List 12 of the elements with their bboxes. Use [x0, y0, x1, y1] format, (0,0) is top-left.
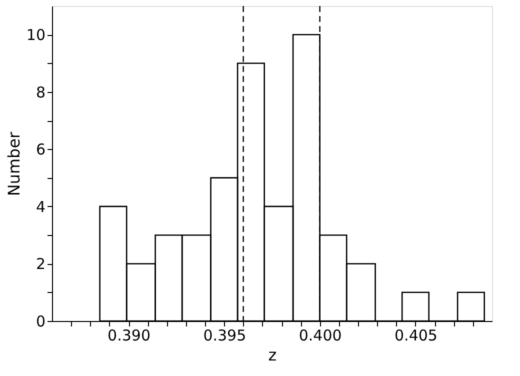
- y-axis-title: Number: [4, 131, 24, 196]
- x-axis-title: z: [268, 346, 277, 364]
- x-tick-label: 0.395: [203, 326, 246, 344]
- y-tick-label: 6: [36, 140, 46, 159]
- x-tick-label: 0.390: [108, 326, 150, 344]
- y-tick-label: 2: [36, 255, 46, 274]
- x-tick-label: 0.405: [394, 326, 438, 344]
- x-tick-label: 0.400: [298, 326, 342, 344]
- y-tick-label: 0: [36, 312, 46, 330]
- y-tick-label: 10: [26, 26, 46, 44]
- y-tick-label: 4: [36, 198, 46, 216]
- y-tick-label: 8: [36, 83, 46, 102]
